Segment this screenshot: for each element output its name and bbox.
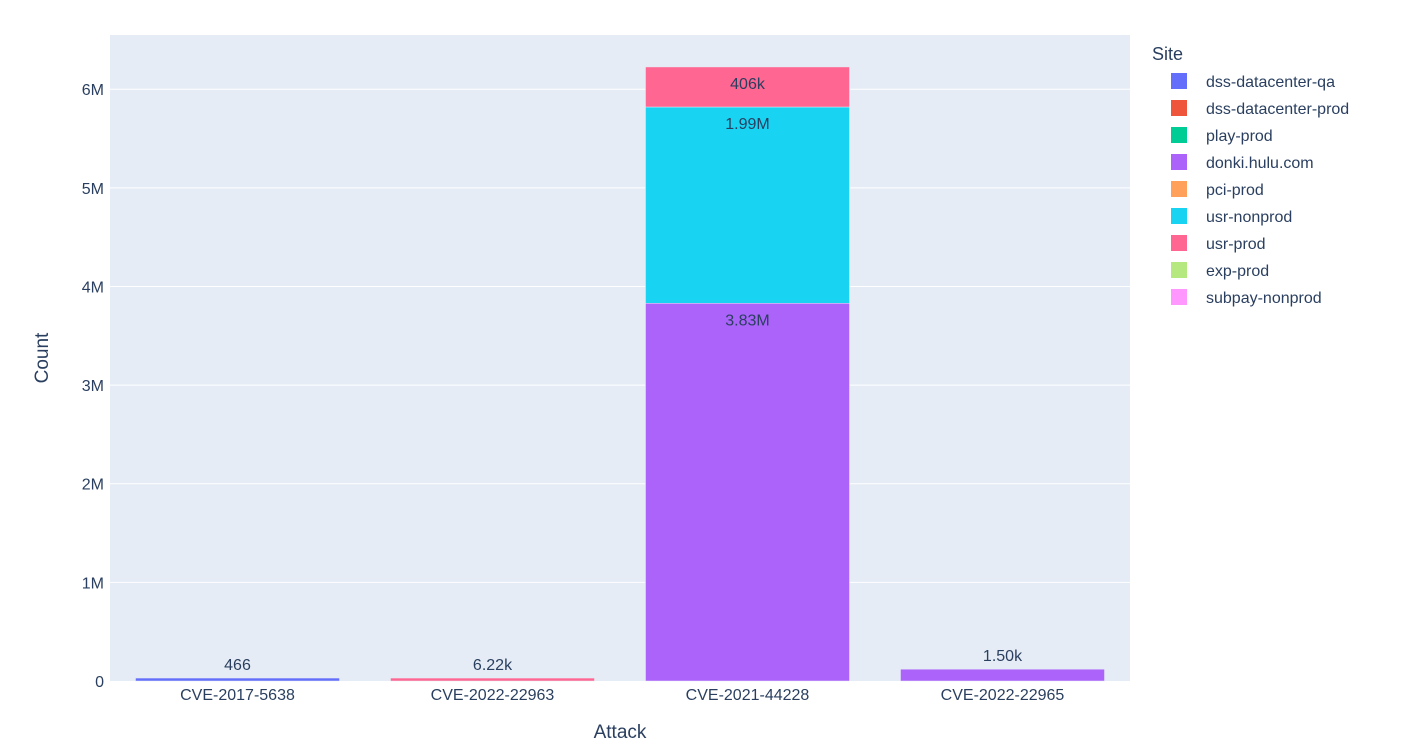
legend-swatch bbox=[1171, 127, 1187, 143]
bar-segment bbox=[645, 106, 850, 304]
plot-area bbox=[110, 35, 1130, 681]
data-label: 1.99M bbox=[725, 116, 769, 133]
legend-swatch bbox=[1171, 235, 1187, 251]
data-label: 1.50k bbox=[983, 648, 1023, 665]
bar-segment bbox=[390, 677, 595, 682]
legend-item[interactable]: usr-prod bbox=[1171, 235, 1266, 253]
y-tick-label: 3M bbox=[82, 378, 104, 395]
legend-swatch bbox=[1171, 208, 1187, 224]
legend-item[interactable]: pci-prod bbox=[1171, 181, 1264, 199]
grid-lines bbox=[110, 88, 1130, 583]
y-axis-title: Count bbox=[32, 332, 53, 383]
legend-item[interactable]: dss-datacenter-prod bbox=[1171, 100, 1349, 118]
y-tick-label: 1M bbox=[82, 575, 104, 592]
legend-swatch bbox=[1171, 181, 1187, 197]
legend-label: donki.hulu.com bbox=[1206, 155, 1314, 172]
x-tick-label: CVE-2021-44228 bbox=[686, 687, 810, 704]
legend-label: usr-nonprod bbox=[1206, 209, 1292, 226]
legend-label: pci-prod bbox=[1206, 182, 1264, 199]
x-tick-label: CVE-2022-22965 bbox=[941, 687, 1065, 704]
data-labels: 466 6.22k 3.83M 1.99M 406k 1.50k bbox=[224, 76, 1023, 674]
legend-item[interactable]: donki.hulu.com bbox=[1171, 154, 1314, 172]
bar-segment bbox=[645, 303, 850, 682]
y-tick-label: 5M bbox=[82, 181, 104, 198]
bar-segment bbox=[900, 668, 1105, 682]
legend-swatch bbox=[1171, 100, 1187, 116]
x-tick-label: CVE-2017-5638 bbox=[180, 687, 295, 704]
data-label: 3.83M bbox=[725, 312, 769, 329]
y-tick-label: 2M bbox=[82, 477, 104, 494]
legend-item[interactable]: subpay-nonprod bbox=[1171, 289, 1322, 307]
legend: Site dss-datacenter-qa dss-datacenter-pro… bbox=[1152, 44, 1349, 307]
data-label: 406k bbox=[730, 76, 766, 93]
legend-label: play-prod bbox=[1206, 128, 1273, 145]
data-label: 466 bbox=[224, 657, 251, 674]
legend-label: usr-prod bbox=[1206, 236, 1266, 253]
x-axis-title: Attack bbox=[594, 722, 647, 743]
x-tick-label: CVE-2022-22963 bbox=[431, 687, 555, 704]
bar-segment bbox=[135, 677, 340, 682]
y-axis-ticks: 0 1M 2M 3M 4M 5M 6M bbox=[82, 82, 104, 691]
legend-title: Site bbox=[1152, 44, 1183, 64]
legend-swatch bbox=[1171, 289, 1187, 305]
legend-label: dss-datacenter-qa bbox=[1206, 74, 1335, 91]
legend-label: exp-prod bbox=[1206, 263, 1269, 280]
data-label: 6.22k bbox=[473, 657, 513, 674]
y-tick-label: 4M bbox=[82, 279, 104, 296]
legend-swatch bbox=[1171, 73, 1187, 89]
legend-label: dss-datacenter-prod bbox=[1206, 101, 1349, 118]
legend-label: subpay-nonprod bbox=[1206, 290, 1322, 307]
y-tick-label: 6M bbox=[82, 82, 104, 99]
legend-item[interactable]: exp-prod bbox=[1171, 262, 1269, 280]
legend-swatch bbox=[1171, 262, 1187, 278]
legend-item[interactable]: dss-datacenter-qa bbox=[1171, 73, 1335, 91]
legend-swatch bbox=[1171, 154, 1187, 170]
bar-segment bbox=[645, 66, 850, 108]
bars bbox=[135, 66, 1105, 682]
legend-item[interactable]: usr-nonprod bbox=[1171, 208, 1292, 226]
x-axis-ticks: CVE-2017-5638 CVE-2022-22963 CVE-2021-4422… bbox=[180, 687, 1064, 704]
legend-item[interactable]: play-prod bbox=[1171, 127, 1273, 145]
y-tick-label: 0 bbox=[95, 674, 104, 691]
